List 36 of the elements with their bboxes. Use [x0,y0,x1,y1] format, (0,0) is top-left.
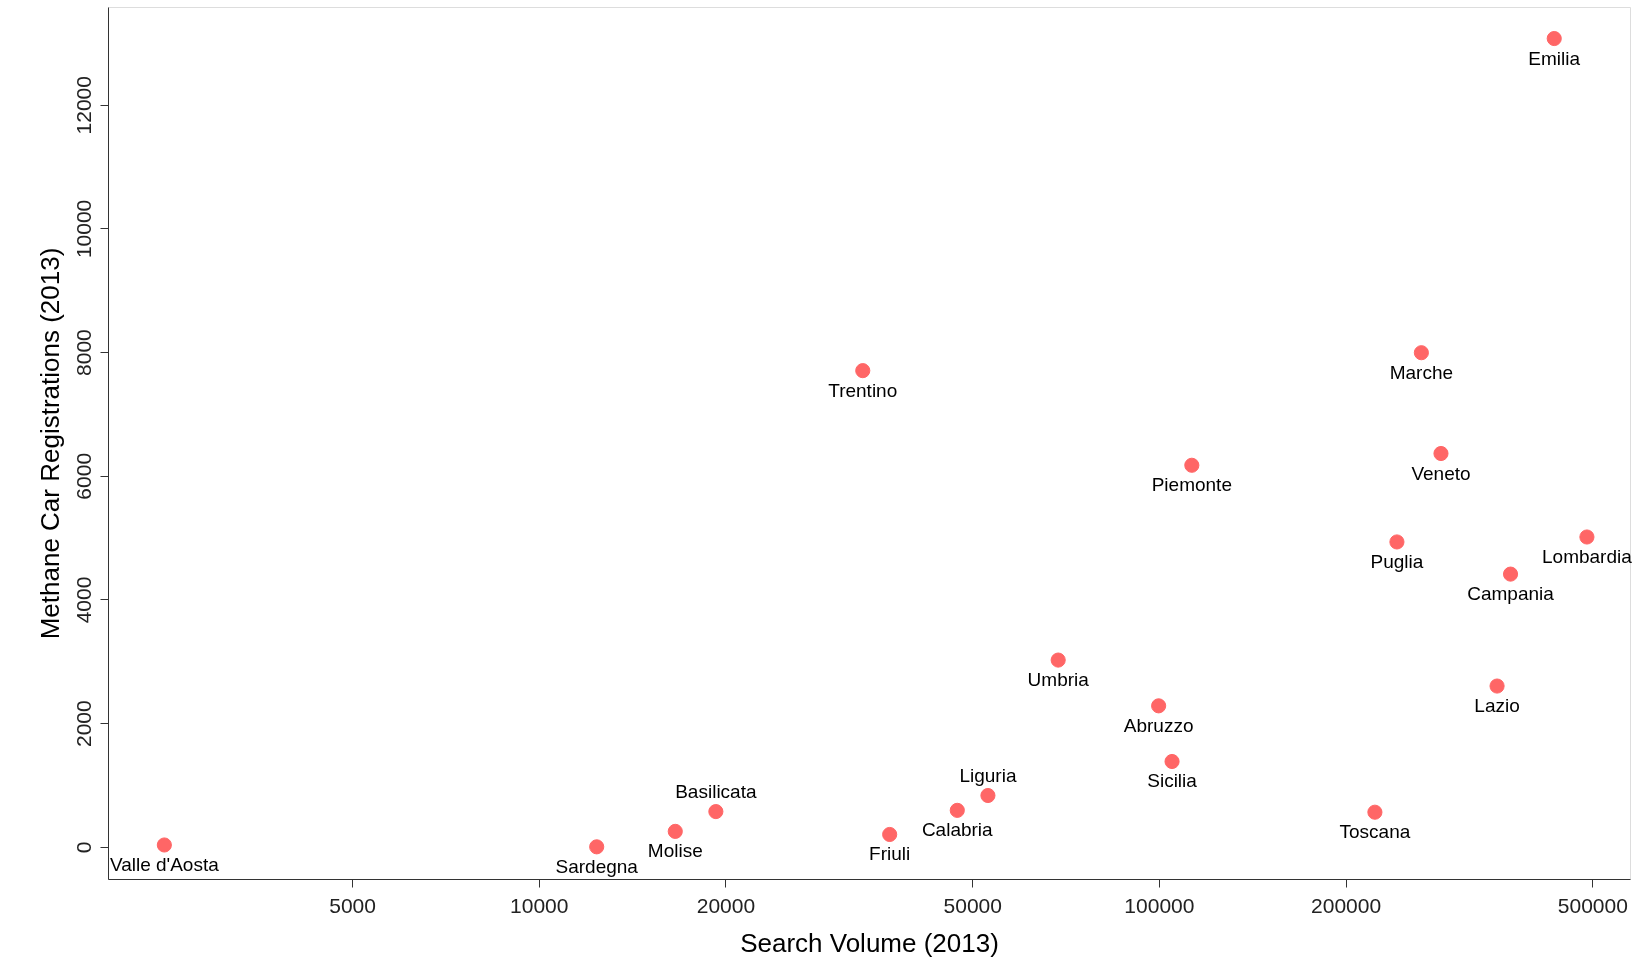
x-tick-label: 500000 [1557,893,1628,917]
y-tick-label: 12000 [71,76,95,135]
y-tick-label: 8000 [71,329,95,376]
annotation: Trentino [828,379,898,401]
annotation: Lazio [1474,695,1520,717]
x-tick-label: 200000 [1311,893,1382,917]
annotation: Liguria [959,764,1017,786]
annotation: Sicilia [1147,770,1198,792]
annotation: Umbria [1027,669,1090,691]
y-tick-label: 0 [71,841,95,854]
x-tick-label: 20000 [696,893,756,917]
x-tick-label: 5000 [329,893,376,917]
annotation: Veneto [1411,462,1471,484]
annotation: Marche [1389,361,1454,383]
annotation: Campania [1467,583,1555,605]
x-axis-title: Search Volume (2013) [740,927,999,958]
y-tick-label: 6000 [71,452,95,500]
annotation: Abruzzo [1123,714,1194,736]
annotation: Lombardia [1542,546,1633,567]
y-axis-title: Methane Car Registrations (2013) [34,247,65,640]
y-tick-label: 2000 [71,700,95,748]
annotation: Molise [647,840,703,862]
x-tick-label: 50000 [943,893,1002,917]
annotation: Valle d'Aosta [109,853,220,875]
y-tick-label: 10000 [71,199,95,259]
annotation: Emilia [1528,47,1581,69]
annotation: Piemonte [1151,474,1232,496]
annotation: Basilicata [675,780,757,802]
annotation: Puglia [1370,550,1424,572]
annotation: Calabria [921,819,994,841]
x-tick-label: 10000 [510,893,569,917]
y-tick-label: 4000 [71,576,95,624]
annotation: Toscana [1339,821,1411,843]
annotation: Sardegna [555,855,639,877]
annotation: Friuli [869,843,911,865]
x-tick-label: 100000 [1124,893,1195,917]
